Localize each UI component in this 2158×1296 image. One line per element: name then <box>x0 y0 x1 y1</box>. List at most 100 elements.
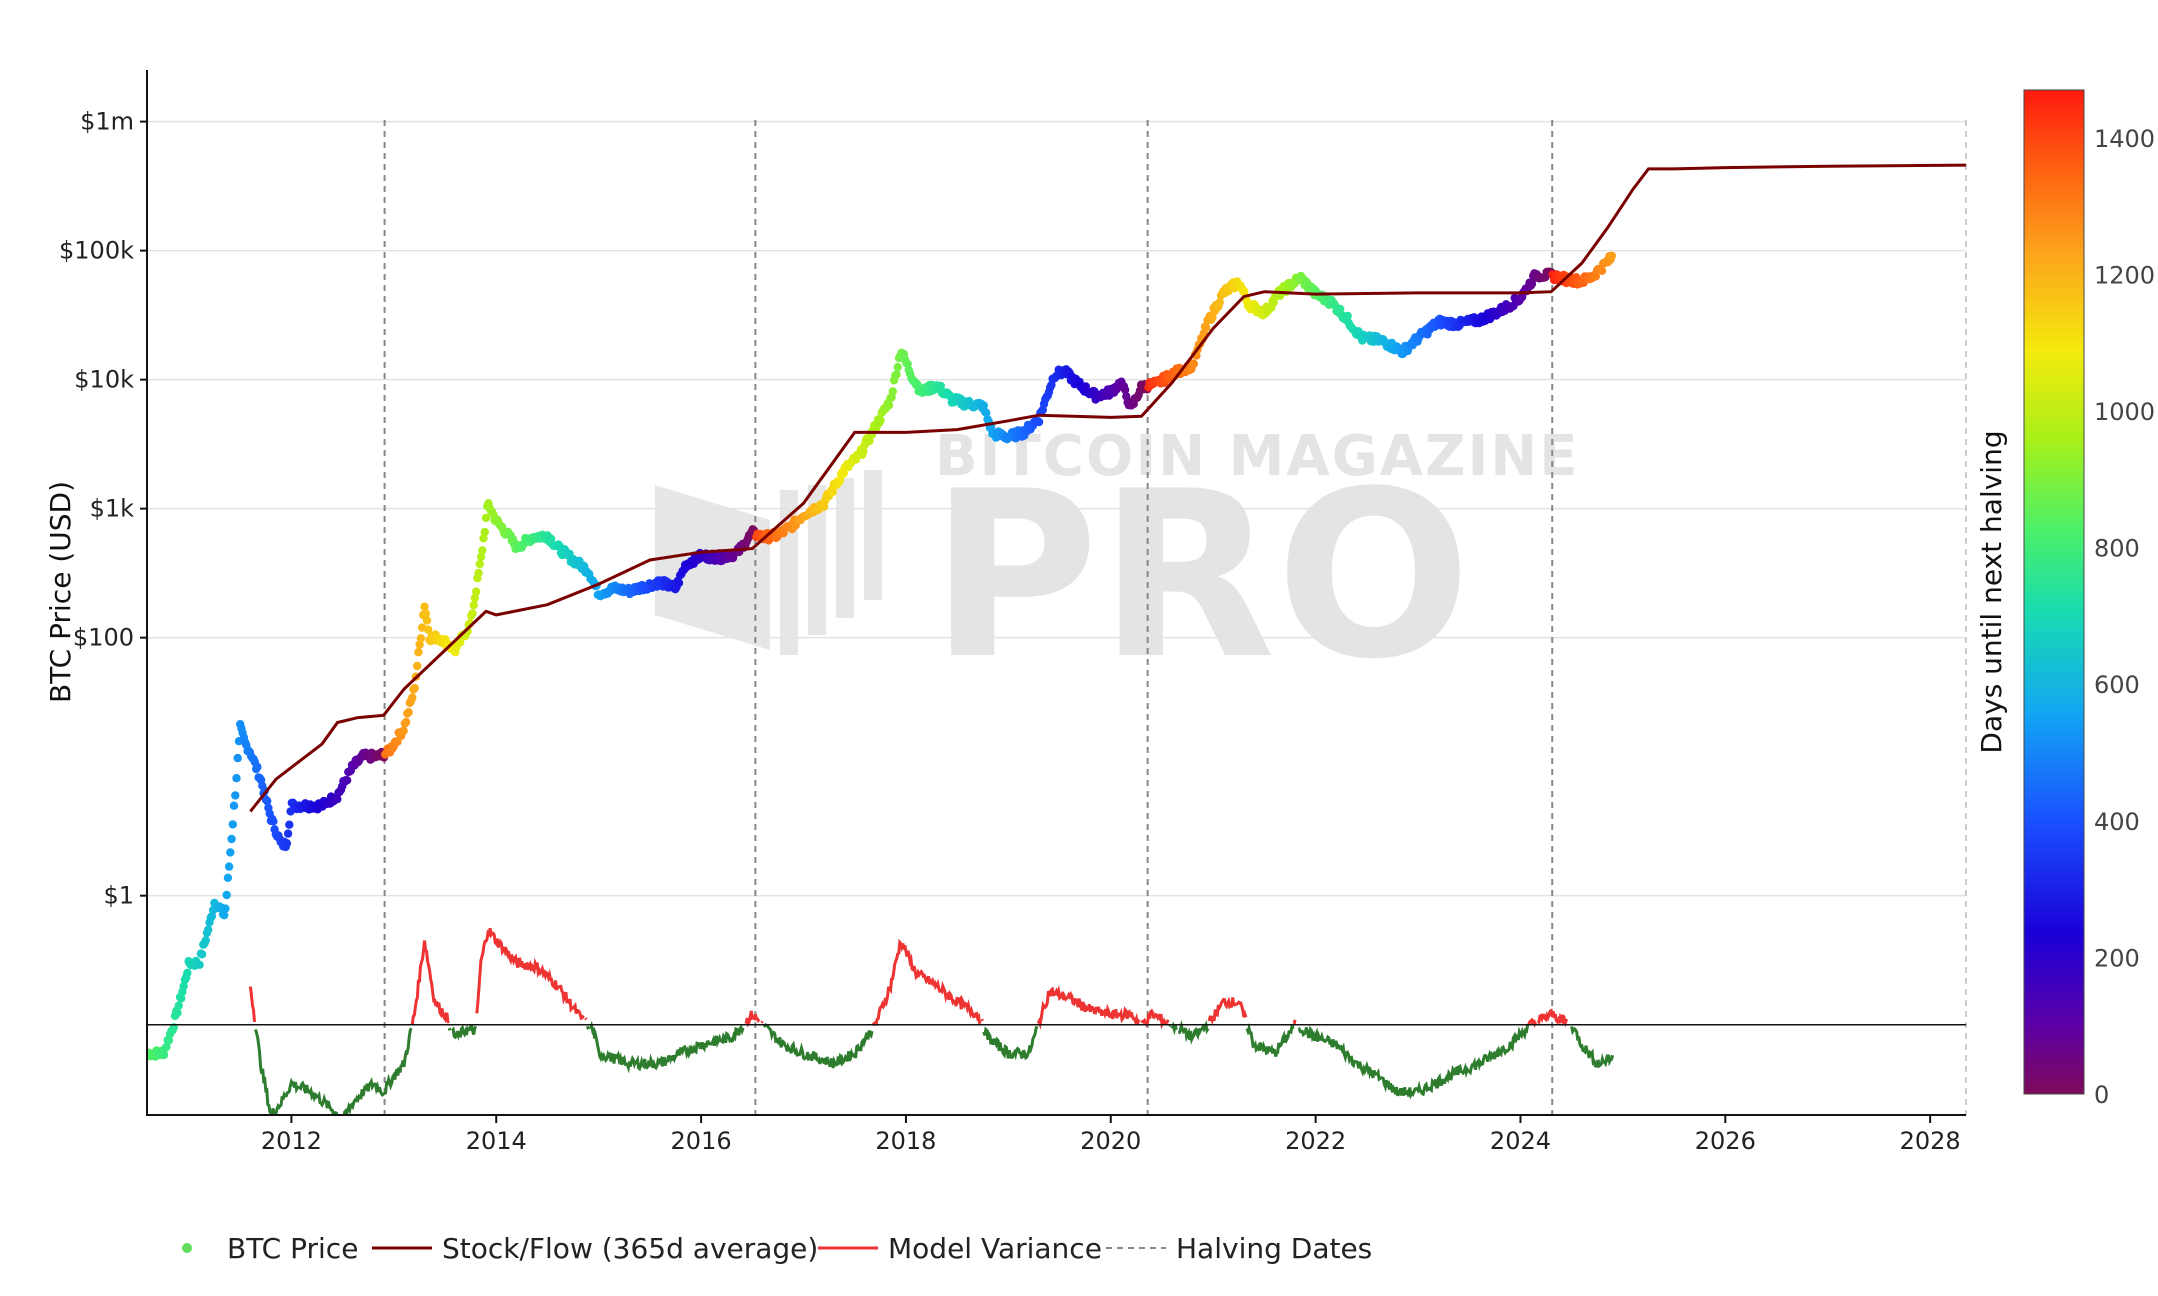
btc-price-point <box>413 661 422 671</box>
btc-price-point <box>229 801 239 810</box>
legend-label: Model Variance <box>888 1232 1102 1265</box>
btc-price-point <box>424 625 433 634</box>
btc-price-point <box>401 717 411 727</box>
watermark-pro: PRO <box>930 443 1471 710</box>
btc-price-point <box>416 634 426 643</box>
btc-price-point <box>227 834 236 844</box>
btc-price-point <box>468 609 477 618</box>
legend-label: Stock/Flow (365d average) <box>442 1232 818 1265</box>
btc-price-point <box>470 593 480 603</box>
btc-price-point <box>224 862 234 871</box>
btc-price-point <box>399 726 408 736</box>
btc-price-point <box>469 601 478 610</box>
btc-price-point <box>174 1001 183 1010</box>
btc-price-point <box>410 683 419 693</box>
legend-item-sf[interactable]: Stock/Flow (365d average) <box>372 1232 818 1265</box>
btc-price-point <box>674 578 684 588</box>
x-tick-label: 2024 <box>1490 1127 1551 1155</box>
btc-price-point <box>285 820 294 829</box>
colorbar-ticks: 0 200 400 600 800 1000 1200 1400 <box>2094 125 2155 1109</box>
btc-price-point <box>183 968 192 978</box>
x-tick-label: 2020 <box>1080 1127 1141 1155</box>
btc-price-point <box>474 568 483 578</box>
btc-price-point <box>888 387 897 396</box>
btc-price-point <box>197 950 207 959</box>
btc-price-point <box>408 693 417 702</box>
y-axis-label: BTC Price (USD) <box>44 481 77 703</box>
grid-lines <box>148 120 1966 897</box>
y-axis-ticks: $1 $100 $1k $10k $100k $1m <box>59 108 148 910</box>
legend-swatch <box>182 1243 192 1253</box>
btc-price-point <box>253 762 262 772</box>
btc-price-point <box>173 1008 182 1018</box>
btc-price-point <box>415 640 424 649</box>
btc-price-point <box>283 829 293 838</box>
x-tick-label: 2022 <box>1285 1127 1346 1155</box>
stock-to-flow-line <box>249 163 1966 813</box>
btc-price-point <box>223 873 233 882</box>
btc-price-point <box>876 416 885 425</box>
btc-price-point <box>1189 359 1199 368</box>
colorbar-tick-label: 400 <box>2094 808 2140 836</box>
btc-price-point <box>456 638 465 647</box>
btc-price-point <box>982 408 991 417</box>
btc-price-point <box>480 527 489 537</box>
colorbar-tick-label: 600 <box>2094 671 2140 699</box>
btc-price-point <box>282 839 292 848</box>
btc-price-point <box>1343 311 1352 321</box>
y-tick-label: $100k <box>59 237 134 265</box>
x-tick-label: 2028 <box>1900 1127 1961 1155</box>
btc-price-point <box>1597 266 1607 275</box>
colorbar-tick-label: 1200 <box>2094 261 2155 289</box>
btc-price-point <box>333 794 342 804</box>
btc-price-point <box>936 381 945 391</box>
btc-price-point <box>1202 323 1211 332</box>
btc-price-point <box>201 936 210 945</box>
btc-price-points <box>148 251 1617 1061</box>
legend: BTC Price Stock/Flow (365d average) Model … <box>182 1232 1372 1265</box>
btc-price-point <box>421 609 430 618</box>
btc-price-point <box>476 552 486 561</box>
x-tick-label: 2016 <box>671 1127 732 1155</box>
y-tick-label: $1 <box>103 882 134 910</box>
watermark-brand: BITCOIN MAGAZINE <box>935 424 1580 489</box>
btc-price-point <box>414 648 423 657</box>
btc-price-point <box>884 401 894 410</box>
colorbar-tick-label: 0 <box>2094 1081 2109 1109</box>
btc-price-point <box>233 753 242 763</box>
legend-item-hd[interactable]: Halving Dates <box>1106 1232 1372 1265</box>
btc-price-point <box>839 469 848 478</box>
legend-item-mv[interactable]: Model Variance <box>818 1232 1102 1265</box>
btc-price-point <box>865 436 874 446</box>
y-tick-label: $10k <box>74 366 134 394</box>
btc-price-point <box>1607 251 1617 260</box>
btc-price-point <box>859 447 868 456</box>
btc-price-point <box>222 890 231 900</box>
btc-price-point <box>828 487 837 497</box>
legend-label: BTC Price <box>227 1232 358 1265</box>
btc-price-point <box>420 602 429 611</box>
btc-price-point <box>1208 313 1217 322</box>
legend-item-btc[interactable]: BTC Price <box>182 1232 358 1265</box>
halving-lines <box>383 120 1967 1115</box>
btc-price-point <box>892 370 901 379</box>
y-tick-label: $1m <box>80 108 134 136</box>
btc-price-point <box>159 1050 169 1060</box>
btc-price-point <box>164 1036 174 1045</box>
btc-price-point <box>472 587 481 596</box>
btc-price-point <box>177 994 186 1003</box>
y-tick-label: $100 <box>73 624 134 652</box>
colorbar-tick-label: 800 <box>2094 535 2140 563</box>
watermark-logo: BITCOIN MAGAZINE PRO <box>655 424 1580 710</box>
btc-price-point <box>231 791 240 800</box>
x-tick-label: 2012 <box>261 1127 322 1155</box>
x-tick-label: 2018 <box>875 1127 936 1155</box>
btc-price-point <box>893 362 902 372</box>
legend-label: Halving Dates <box>1176 1232 1372 1265</box>
x-tick-label: 2026 <box>1695 1127 1756 1155</box>
btc-price-point <box>195 960 204 969</box>
model-variance-negative-line <box>254 1019 1615 1115</box>
btc-price-point <box>228 820 237 829</box>
